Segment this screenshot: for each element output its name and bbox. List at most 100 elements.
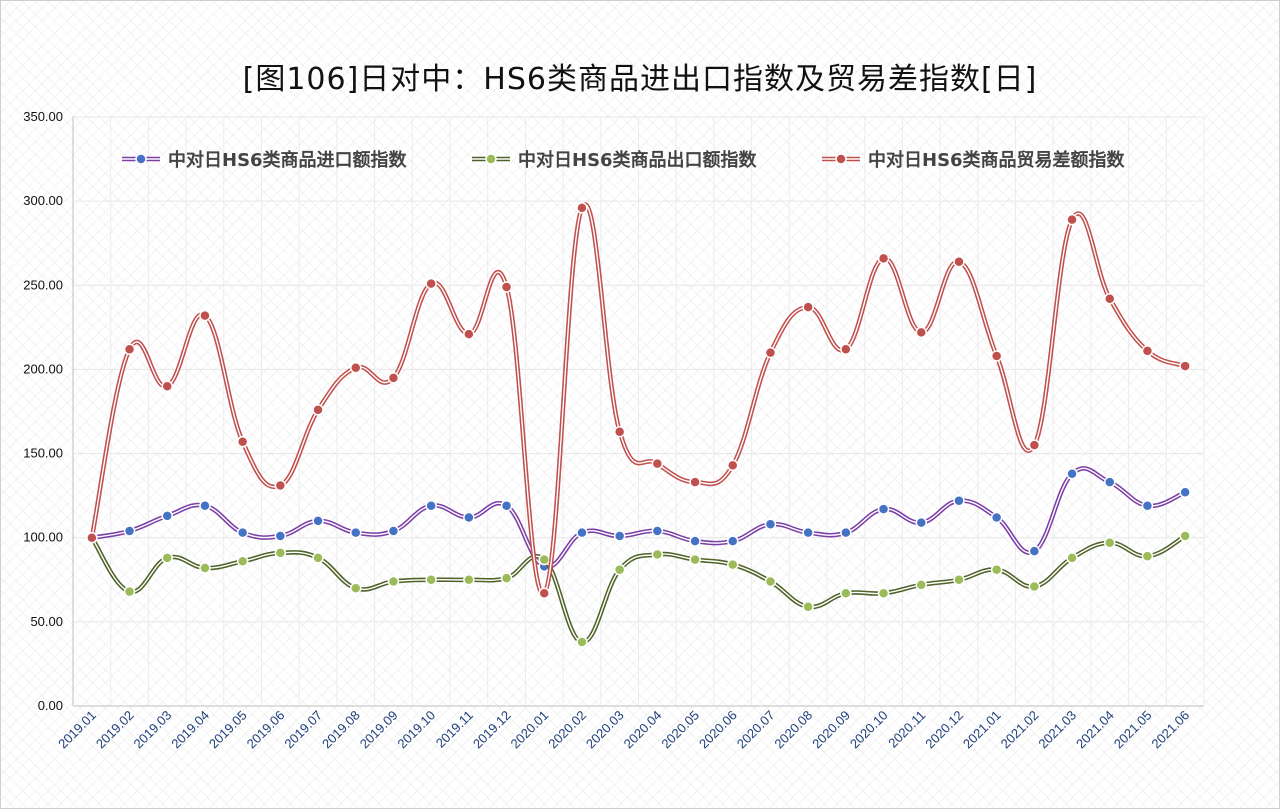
legend-swatch-marker [135, 153, 147, 165]
data-point [953, 255, 965, 268]
data-point [689, 553, 701, 566]
data-point [350, 526, 362, 539]
data-point [764, 518, 777, 531]
data-point [802, 526, 814, 539]
data-point [236, 555, 249, 568]
data-point [990, 350, 1003, 362]
x-tick-label: 2020.01 [508, 708, 552, 752]
data-point [764, 346, 777, 359]
data-point [236, 526, 249, 539]
data-point [350, 361, 362, 374]
y-tick-label: 50.00 [30, 614, 63, 629]
y-tick-label: 250.00 [23, 277, 63, 292]
x-tick-label: 2019.08 [319, 708, 363, 752]
data-point [274, 547, 287, 559]
data-point [990, 563, 1003, 576]
data-point [350, 582, 362, 594]
data-point [802, 301, 814, 313]
data-point [1141, 499, 1154, 512]
data-point [1104, 537, 1116, 549]
legend-label: 中对日HS6类商品出口额指数 [518, 149, 758, 171]
x-tick-label: 2020.12 [922, 708, 966, 752]
data-point [651, 457, 664, 470]
data-point [425, 574, 437, 586]
data-point [86, 531, 98, 544]
data-point [538, 553, 550, 566]
data-point [689, 476, 701, 488]
data-point [123, 343, 136, 355]
data-point [1141, 550, 1154, 562]
legend-label: 中对日HS6类商品进口额指数 [168, 149, 408, 171]
data-point [915, 579, 927, 591]
data-point [387, 525, 400, 537]
series-2 [86, 530, 1191, 648]
series-layer [86, 202, 1191, 648]
data-point [877, 503, 890, 515]
data-point [953, 574, 965, 586]
data-point [1066, 468, 1078, 480]
data-point [1179, 360, 1191, 372]
data-point [500, 281, 513, 293]
data-point [727, 558, 739, 571]
axis-layer: 0.00 50.00 100.00 150.00 200.00 250.00 300.00 3… [23, 109, 1204, 751]
x-tick-label: 2020.04 [621, 708, 665, 752]
x-tick-label: 2019.10 [394, 708, 438, 752]
data-point [463, 511, 475, 524]
data-point [727, 535, 739, 547]
data-point [123, 525, 136, 537]
data-point [651, 525, 664, 537]
legend-entry: 中对日HS6类商品贸易差额指数 [822, 149, 1126, 171]
x-tick-label: 2020.06 [696, 708, 740, 752]
data-point [199, 499, 211, 512]
legend-entry: 中对日HS6类商品出口额指数 [472, 149, 758, 171]
data-point [463, 328, 475, 340]
x-tick-label: 2019.07 [281, 708, 325, 752]
y-tick-label: 100.00 [23, 530, 63, 545]
series-3 [86, 202, 1191, 599]
x-tick-label: 2020.09 [809, 708, 853, 752]
data-point [1066, 213, 1078, 226]
data-point [1028, 580, 1041, 593]
data-point [1066, 552, 1078, 564]
data-point [1104, 292, 1116, 305]
data-point [425, 499, 437, 512]
data-point [274, 530, 287, 542]
y-tick-label: 300.00 [23, 193, 63, 208]
data-point [425, 277, 437, 290]
data-point [651, 548, 664, 561]
data-point [1179, 486, 1191, 499]
data-point [613, 530, 626, 542]
data-point [915, 326, 927, 339]
data-point [199, 562, 211, 574]
data-point [915, 516, 927, 529]
data-point [576, 202, 588, 214]
x-tick-label: 2021.01 [960, 708, 1004, 752]
legend-label: 中对日HS6类商品贸易差额指数 [868, 149, 1126, 171]
data-point [877, 587, 890, 599]
y-tick-label: 200.00 [23, 361, 63, 376]
data-point [500, 499, 513, 512]
data-point [613, 563, 626, 576]
x-tick-label: 2021.05 [1111, 708, 1155, 752]
data-point [123, 585, 136, 598]
data-point [1104, 476, 1116, 488]
data-point [161, 380, 173, 393]
y-tick-label: 0.00 [38, 698, 63, 713]
data-point [576, 636, 588, 648]
x-tick-label: 2020.07 [734, 708, 778, 752]
data-point [953, 494, 965, 507]
legend-entry: 中对日HS6类商品进口额指数 [122, 149, 408, 171]
series-1 [86, 466, 1191, 573]
x-tick-label: 2019.06 [244, 708, 288, 752]
data-point [387, 372, 400, 384]
data-point [312, 515, 324, 527]
x-tick-label: 2020.03 [583, 708, 627, 752]
x-tick-label: 2021.04 [1073, 708, 1117, 752]
x-tick-label: 2021.02 [998, 708, 1042, 752]
data-point [538, 587, 550, 599]
x-tick-label: 2020.10 [847, 708, 891, 752]
data-point [689, 535, 701, 547]
data-point [1179, 530, 1191, 542]
